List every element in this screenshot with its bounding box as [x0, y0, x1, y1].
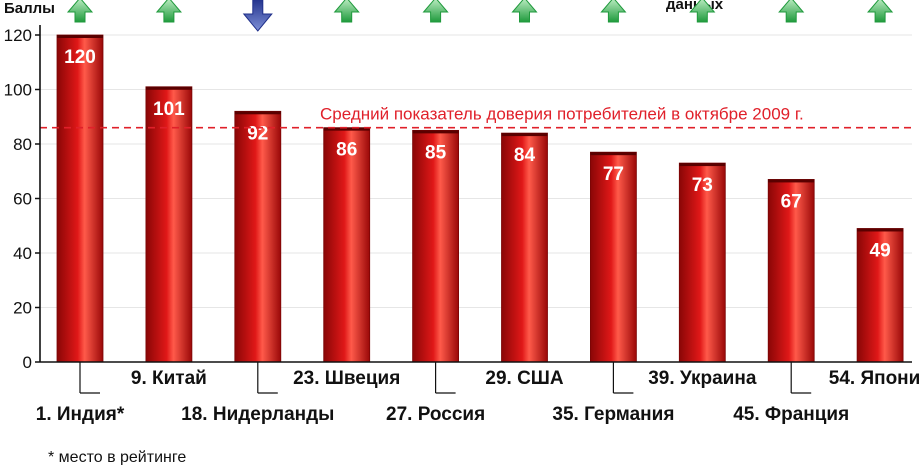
bar: [56, 34, 104, 363]
category-label: 23. Швеция: [293, 368, 400, 389]
bar-top-edge: [857, 228, 904, 232]
category-label: 39. Украина: [648, 368, 757, 389]
bar: [145, 86, 193, 363]
gridlines: [40, 34, 912, 308]
category-label: 27. Россия: [386, 404, 485, 425]
category-label: 1. Индия*: [36, 404, 125, 425]
bar-top-edge: [412, 130, 459, 134]
y-tick-label: 80: [13, 135, 32, 154]
bar: [590, 151, 637, 363]
category-labels: 1. Индия* 9. Китай 18. Нидерланды 23. Швеци…: [36, 362, 920, 425]
bars: 120 101 92 86 85 84 77 73 67 49: [56, 34, 904, 363]
category-label: 35. Германия: [552, 404, 674, 425]
category-label: 18. Нидерланды: [181, 404, 334, 425]
arrow-up-icon: [689, 0, 716, 23]
footnote: * место в рейтинге: [48, 449, 186, 465]
bar-value-label: 120: [64, 47, 96, 68]
bar-value-label: 73: [692, 175, 713, 196]
bar-top-edge: [323, 127, 370, 131]
bar-value-label: 101: [153, 99, 185, 120]
arrow-up-icon: [333, 0, 360, 23]
bar-top-edge: [679, 163, 726, 167]
bar-top-edge: [57, 35, 103, 38]
bar-value-label: 49: [870, 240, 891, 261]
y-tick-label: 60: [13, 190, 32, 209]
bar-value-label: 92: [247, 123, 268, 144]
y-axis-ticks: 0 20 40 60 80 100 120: [4, 26, 40, 372]
bar-value-label: 86: [336, 140, 357, 161]
y-tick-label: 120: [4, 26, 32, 45]
bar: [856, 228, 904, 363]
arrow-up-icon: [867, 0, 894, 23]
bar-top-edge: [145, 86, 192, 90]
y-tick-label: 0: [23, 353, 32, 372]
bar-top-edge: [501, 133, 548, 137]
bar: [412, 129, 460, 363]
arrow-down-icon: [242, 0, 273, 32]
y-tick-label: 100: [4, 81, 32, 100]
bar-value-label: 84: [514, 145, 536, 166]
bar-value-label: 67: [781, 191, 802, 212]
bar-top-edge: [768, 179, 815, 183]
arrow-up-icon: [155, 0, 182, 23]
category-label: 29. США: [485, 368, 564, 389]
y-tick-label: 40: [13, 244, 32, 263]
arrow-up-icon: [778, 0, 805, 23]
bar-top-edge: [590, 152, 637, 156]
arrow-up-icon: [600, 0, 627, 23]
y-tick-label: 20: [13, 299, 32, 318]
arrow-up-icon: [511, 0, 538, 23]
bar: [501, 132, 548, 363]
bar-value-label: 77: [603, 164, 624, 185]
y-axis-label: Баллы: [4, 0, 55, 17]
arrow-up-icon: [422, 0, 449, 23]
axes: [39, 25, 912, 363]
category-label: 45. Франция: [733, 404, 849, 425]
arrow-up-icon: [66, 0, 94, 23]
bar: [678, 162, 726, 363]
bar: [323, 127, 371, 363]
bar-value-label: 85: [425, 142, 447, 163]
category-label: 9. Китай: [131, 368, 207, 389]
trend-arrows: [66, 0, 894, 32]
average-line: Средний показатель доверия потребителей …: [40, 105, 912, 129]
bar-top-edge: [234, 111, 281, 115]
average-line-label: Средний показатель доверия потребителей …: [320, 105, 804, 124]
bar: [234, 110, 282, 363]
category-label: 54. Япония: [829, 368, 920, 389]
